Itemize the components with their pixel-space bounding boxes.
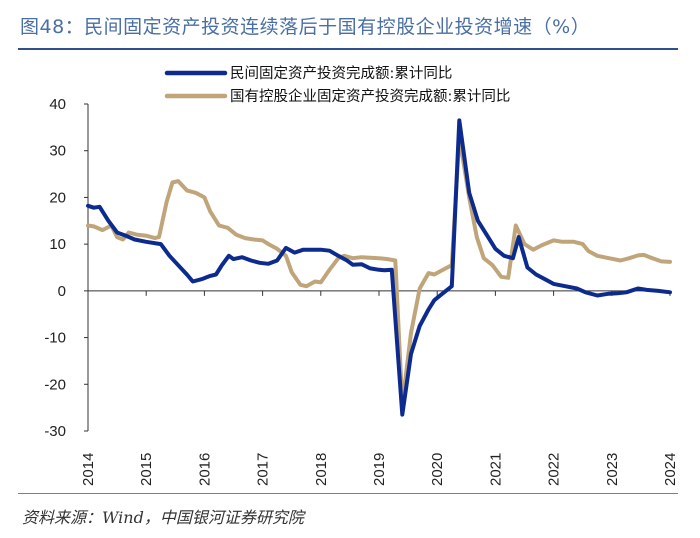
x-tick-label: 2021 [487,453,504,486]
y-tick-label: -20 [44,376,66,393]
x-tick-label: 2022 [546,453,563,486]
x-tick-label: 2016 [196,453,213,486]
legend-label: 国有控股企业固定资产投资完成额:累计同比 [230,87,510,105]
y-tick-label: 20 [49,189,66,206]
x-tick-label: 2017 [255,453,272,486]
x-tick-label: 2018 [313,453,330,486]
title-underline [18,48,678,50]
y-tick-label: -30 [44,423,66,440]
x-tick-label: 2014 [80,453,97,486]
y-axis-tick-labels: 40 30 20 10 0 -10 -20 -30 [44,96,66,440]
x-tick-label: 2015 [138,453,155,486]
legend-label: 民间固定资产投资完成额:累计同比 [230,65,452,82]
x-tick-label: 2019 [371,453,388,486]
x-tick-label: 2020 [429,453,446,486]
y-tick-label: -10 [44,330,66,347]
x-tick-label: 2023 [604,453,621,486]
x-axis-tick-labels: 2014 2015 2016 2017 2018 2019 2020 2021 2022 2023… [80,453,679,486]
source-divider [18,493,678,494]
y-tick-label: 30 [49,143,66,160]
chart-series-lines [86,118,672,417]
y-tick-label: 40 [49,96,66,113]
series-line-private-investment [86,118,672,417]
chart-title: 图48：民间固定资产投资连续落后于国有控股企业投资增速（%） [20,16,591,38]
chart-axes [84,103,671,432]
series-line-state-owned-investment [86,134,672,408]
x-tick-label: 2024 [662,453,679,486]
y-tick-label: 10 [49,236,66,253]
source-note: 资料来源：Wind，中国银河证券研究院 [22,508,304,527]
y-tick-label: 0 [58,283,66,300]
